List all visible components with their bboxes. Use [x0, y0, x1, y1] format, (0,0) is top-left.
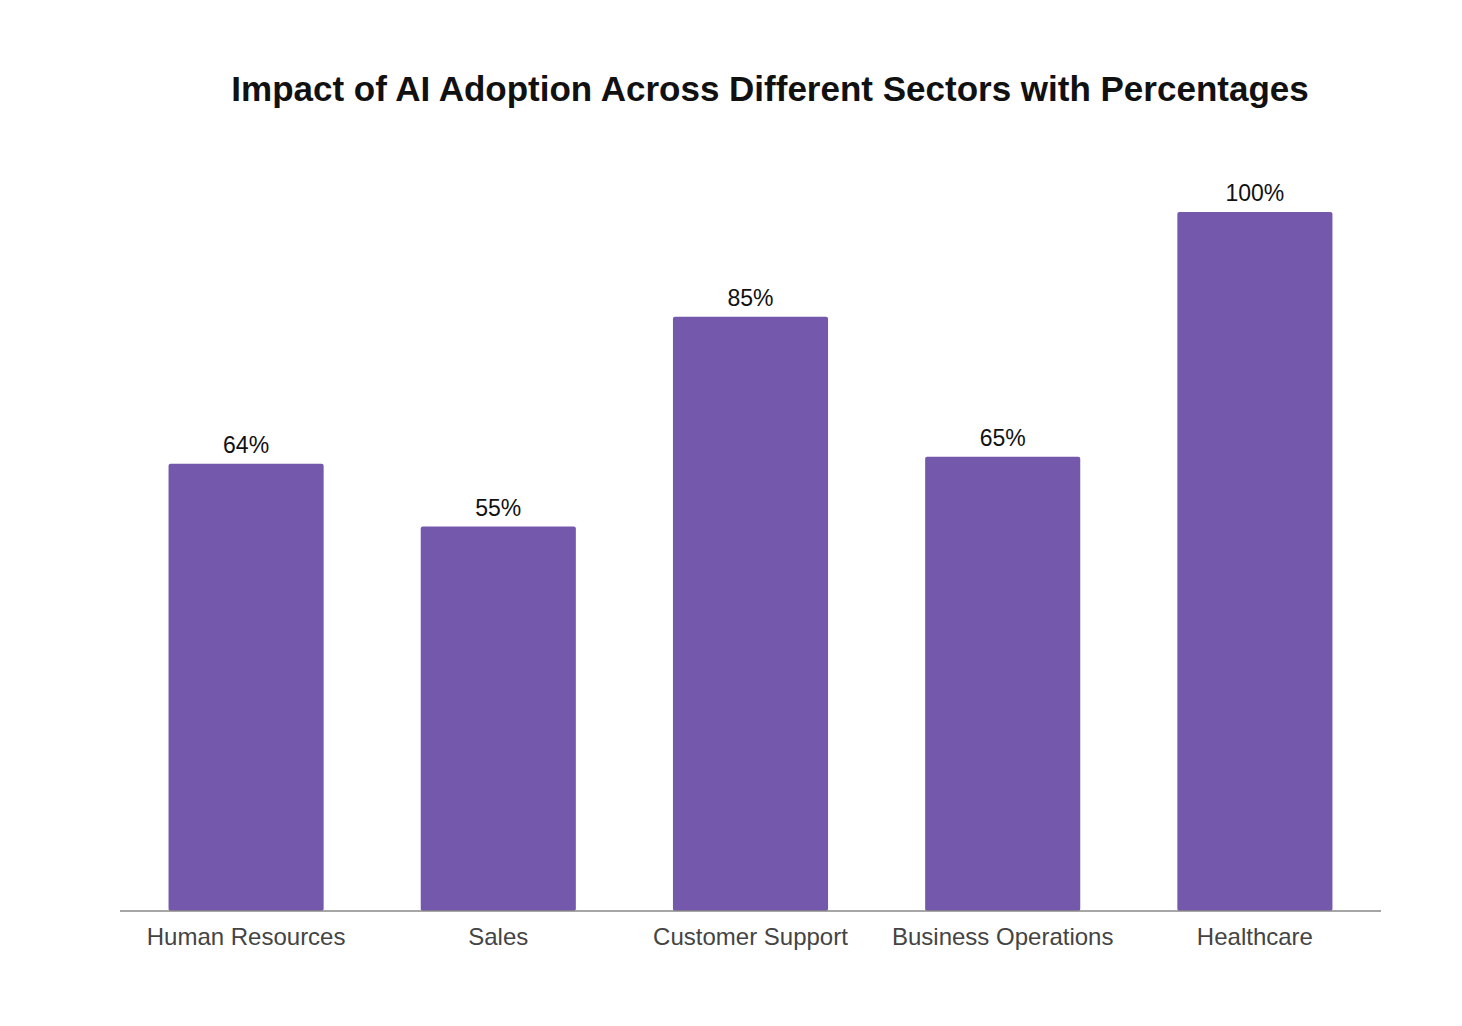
- data-label: 85%: [727, 285, 773, 311]
- data-label: 100%: [1225, 180, 1284, 206]
- bar: [421, 527, 576, 911]
- bars: [169, 212, 1333, 911]
- data-label: 64%: [223, 432, 269, 458]
- data-label: 55%: [475, 495, 521, 521]
- bar: [1177, 212, 1332, 911]
- x-axis-line: [120, 910, 1381, 912]
- data-label: 65%: [980, 425, 1026, 451]
- x-tick-label: Sales: [468, 923, 528, 950]
- x-tick-label: Healthcare: [1197, 923, 1313, 950]
- bar: [925, 457, 1080, 911]
- title: Impact of AI Adoption Across Different S…: [231, 69, 1308, 108]
- bar: [673, 317, 828, 911]
- chart: Impact of AI Adoption Across Different S…: [0, 0, 1462, 1026]
- x-tick-label: Customer Support: [653, 923, 848, 950]
- bar: [169, 464, 324, 911]
- x-tick-label: Human Resources: [147, 923, 346, 950]
- x-tick-label: Business Operations: [892, 923, 1113, 950]
